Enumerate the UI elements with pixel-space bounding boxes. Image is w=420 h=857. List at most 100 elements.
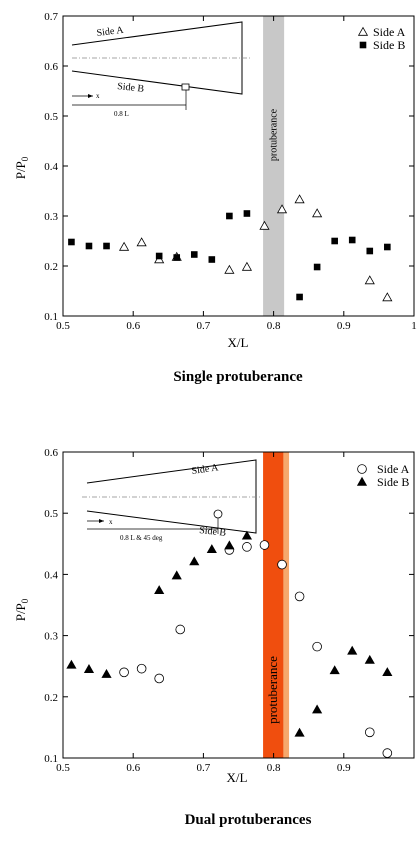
point-side-a [136,663,147,674]
y-tick-label: 0.2 [44,261,58,273]
point-side-b [331,237,338,245]
y-tick-label: 0.2 [44,692,58,704]
protuberance-label: protuberance [265,656,280,724]
chart-caption: Dual protuberances [185,812,312,828]
data-points [66,530,393,758]
point-side-b [206,544,217,554]
point-side-a [241,261,253,271]
x-tick-label: 0.7 [197,762,211,774]
point-side-a [154,673,164,684]
inset-side-b: Side B [199,525,227,539]
legend-marker-side-b [356,476,368,486]
point-side-a [382,292,393,302]
plot-frame [62,451,415,759]
point-side-b [296,293,303,301]
legend: Side A Side B [356,462,410,489]
point-side-b [103,242,110,250]
x-tick-label: 0.6 [126,320,140,332]
point-side-b [85,242,93,250]
y-tick-label: 0.1 [44,753,58,765]
chart-caption: Single protuberance [173,369,303,385]
point-side-a [276,204,288,214]
point-side-b [329,665,340,675]
x-tick-label: 1 [411,320,417,332]
point-side-a [175,624,186,635]
point-side-a [259,220,270,230]
protuberance-band [263,16,285,316]
point-side-a [364,727,375,738]
x-tick-label: 0.7 [197,320,211,332]
x-tick-label: 0.5 [56,320,70,332]
legend-marker-side-b [359,41,367,49]
point-side-a [224,264,235,274]
legend-marker-side-a [357,26,369,36]
legend-label-side-b: Side B [373,38,405,52]
point-side-a [294,194,305,204]
point-side-a [242,542,252,552]
point-side-b [382,667,393,677]
y-tick-label: 0.4 [44,569,58,581]
point-side-b [241,530,253,540]
y-tick-label: 0.3 [44,631,58,643]
y-tick-label: 0.4 [44,161,58,173]
y-tick-label: 0.5 [44,508,58,520]
inset-side-a: Side A [191,462,220,477]
point-side-b [224,540,235,550]
protuberance-band-main [263,452,284,758]
x-tick-label: 0.5 [56,762,70,774]
body-outline [86,459,257,534]
point-side-a [259,540,270,550]
x-axis-label: X/L [228,335,249,350]
legend-label-side-b: Side B [377,475,409,489]
point-side-b [83,664,95,673]
point-side-b [384,243,391,251]
plot-frame [62,15,415,317]
legend-marker-side-a [357,26,369,36]
legend-marker-side-b [359,41,367,49]
legend-label-side-a: Side A [377,462,410,476]
x-tick-label: 0.8 [267,320,281,332]
point-side-a [277,559,287,570]
x-tick-label: 0.8 [267,762,281,774]
y-tick-label: 0.3 [44,211,58,223]
point-side-a [136,237,147,247]
point-side-a [294,591,305,602]
inset-side-b: Side B [117,81,145,95]
x-tick-label: 0.9 [337,320,351,332]
inset-x-label: x [109,518,113,526]
protuberance-marker [213,509,223,519]
data-points [68,194,393,302]
point-side-b [366,247,374,255]
inset-side-a: Side A [96,25,125,39]
point-side-b [294,727,305,737]
point-side-b [173,254,181,261]
point-side-a [118,241,130,251]
legend-marker-side-a [357,464,367,474]
point-side-a [382,748,393,758]
y-tick-label: 0.6 [44,61,58,73]
inset-schematic: Side A Side B x 0.8 L [71,21,250,118]
protuberance-band-edge [283,452,290,758]
x-tick-label: 0.9 [337,762,351,774]
chart-dual-protuberances: protuberance 0.5 0.6 0.7 0.8 0.9 0.1 0.2 0.3 0.4… [13,447,415,828]
y-tick-label: 0.5 [44,111,58,123]
x-arrow-head [99,519,104,523]
x-tick-label: 0.6 [126,762,140,774]
point-side-b [155,252,163,260]
inset-schematic: Side A Side B x 0.8 L & 45 deg [82,459,262,542]
point-side-a [364,275,375,285]
point-side-b [208,256,216,263]
point-side-b [226,212,233,220]
y-tick-label: 0.6 [44,447,58,459]
y-tick-label: 0.7 [44,11,58,23]
y-axis-label: P/P0 [13,598,30,621]
point-side-b [68,238,75,246]
chart-single-protuberance: protuberance 0.5 0.6 0.7 0.8 0.9 10.10.20.30.… [13,11,417,385]
point-side-b [348,236,356,244]
point-side-b [189,556,200,566]
y-axis-label-group: P/P0 [13,156,30,179]
protuberance-label: protuberance [269,108,280,161]
legend-marker-side-a [357,464,367,474]
point-side-b [364,654,375,664]
